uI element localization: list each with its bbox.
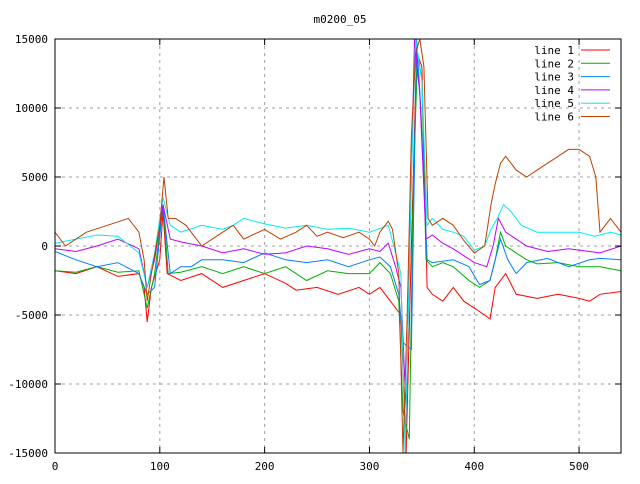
y-tick-label: -5000 bbox=[15, 309, 48, 322]
chart-title: m0200_05 bbox=[314, 13, 367, 26]
x-tick-label: 200 bbox=[255, 460, 275, 473]
series-line-4 bbox=[54, 38, 622, 412]
legend-label: line 1 bbox=[534, 44, 574, 57]
x-tick-label: 100 bbox=[150, 460, 170, 473]
y-tick-label: -15000 bbox=[8, 447, 48, 460]
y-tick-label: -10000 bbox=[8, 378, 48, 391]
y-tick-label: 10000 bbox=[15, 102, 48, 115]
series-line-5 bbox=[54, 38, 622, 454]
y-tick-label: 5000 bbox=[22, 171, 49, 184]
series-lines bbox=[54, 38, 622, 454]
series-line-6 bbox=[54, 38, 622, 454]
y-tick-label: 0 bbox=[41, 240, 48, 253]
x-tick-label: 300 bbox=[360, 460, 380, 473]
y-tick-label: 15000 bbox=[15, 33, 48, 46]
legend-label: line 4 bbox=[534, 84, 574, 97]
x-tick-label: 400 bbox=[464, 460, 484, 473]
legend-label: line 5 bbox=[534, 97, 574, 110]
x-tick-label: 0 bbox=[52, 460, 59, 473]
x-tick-label: 500 bbox=[569, 460, 589, 473]
axis-ticks: 0 100 200 300 400 500 -15000 -10000 -5000 0 5000 10… bbox=[8, 33, 621, 473]
legend-label: line 6 bbox=[534, 111, 574, 124]
legend-label: line 3 bbox=[534, 71, 574, 84]
series-line-1 bbox=[54, 52, 622, 454]
legend-label: line 2 bbox=[534, 57, 574, 70]
